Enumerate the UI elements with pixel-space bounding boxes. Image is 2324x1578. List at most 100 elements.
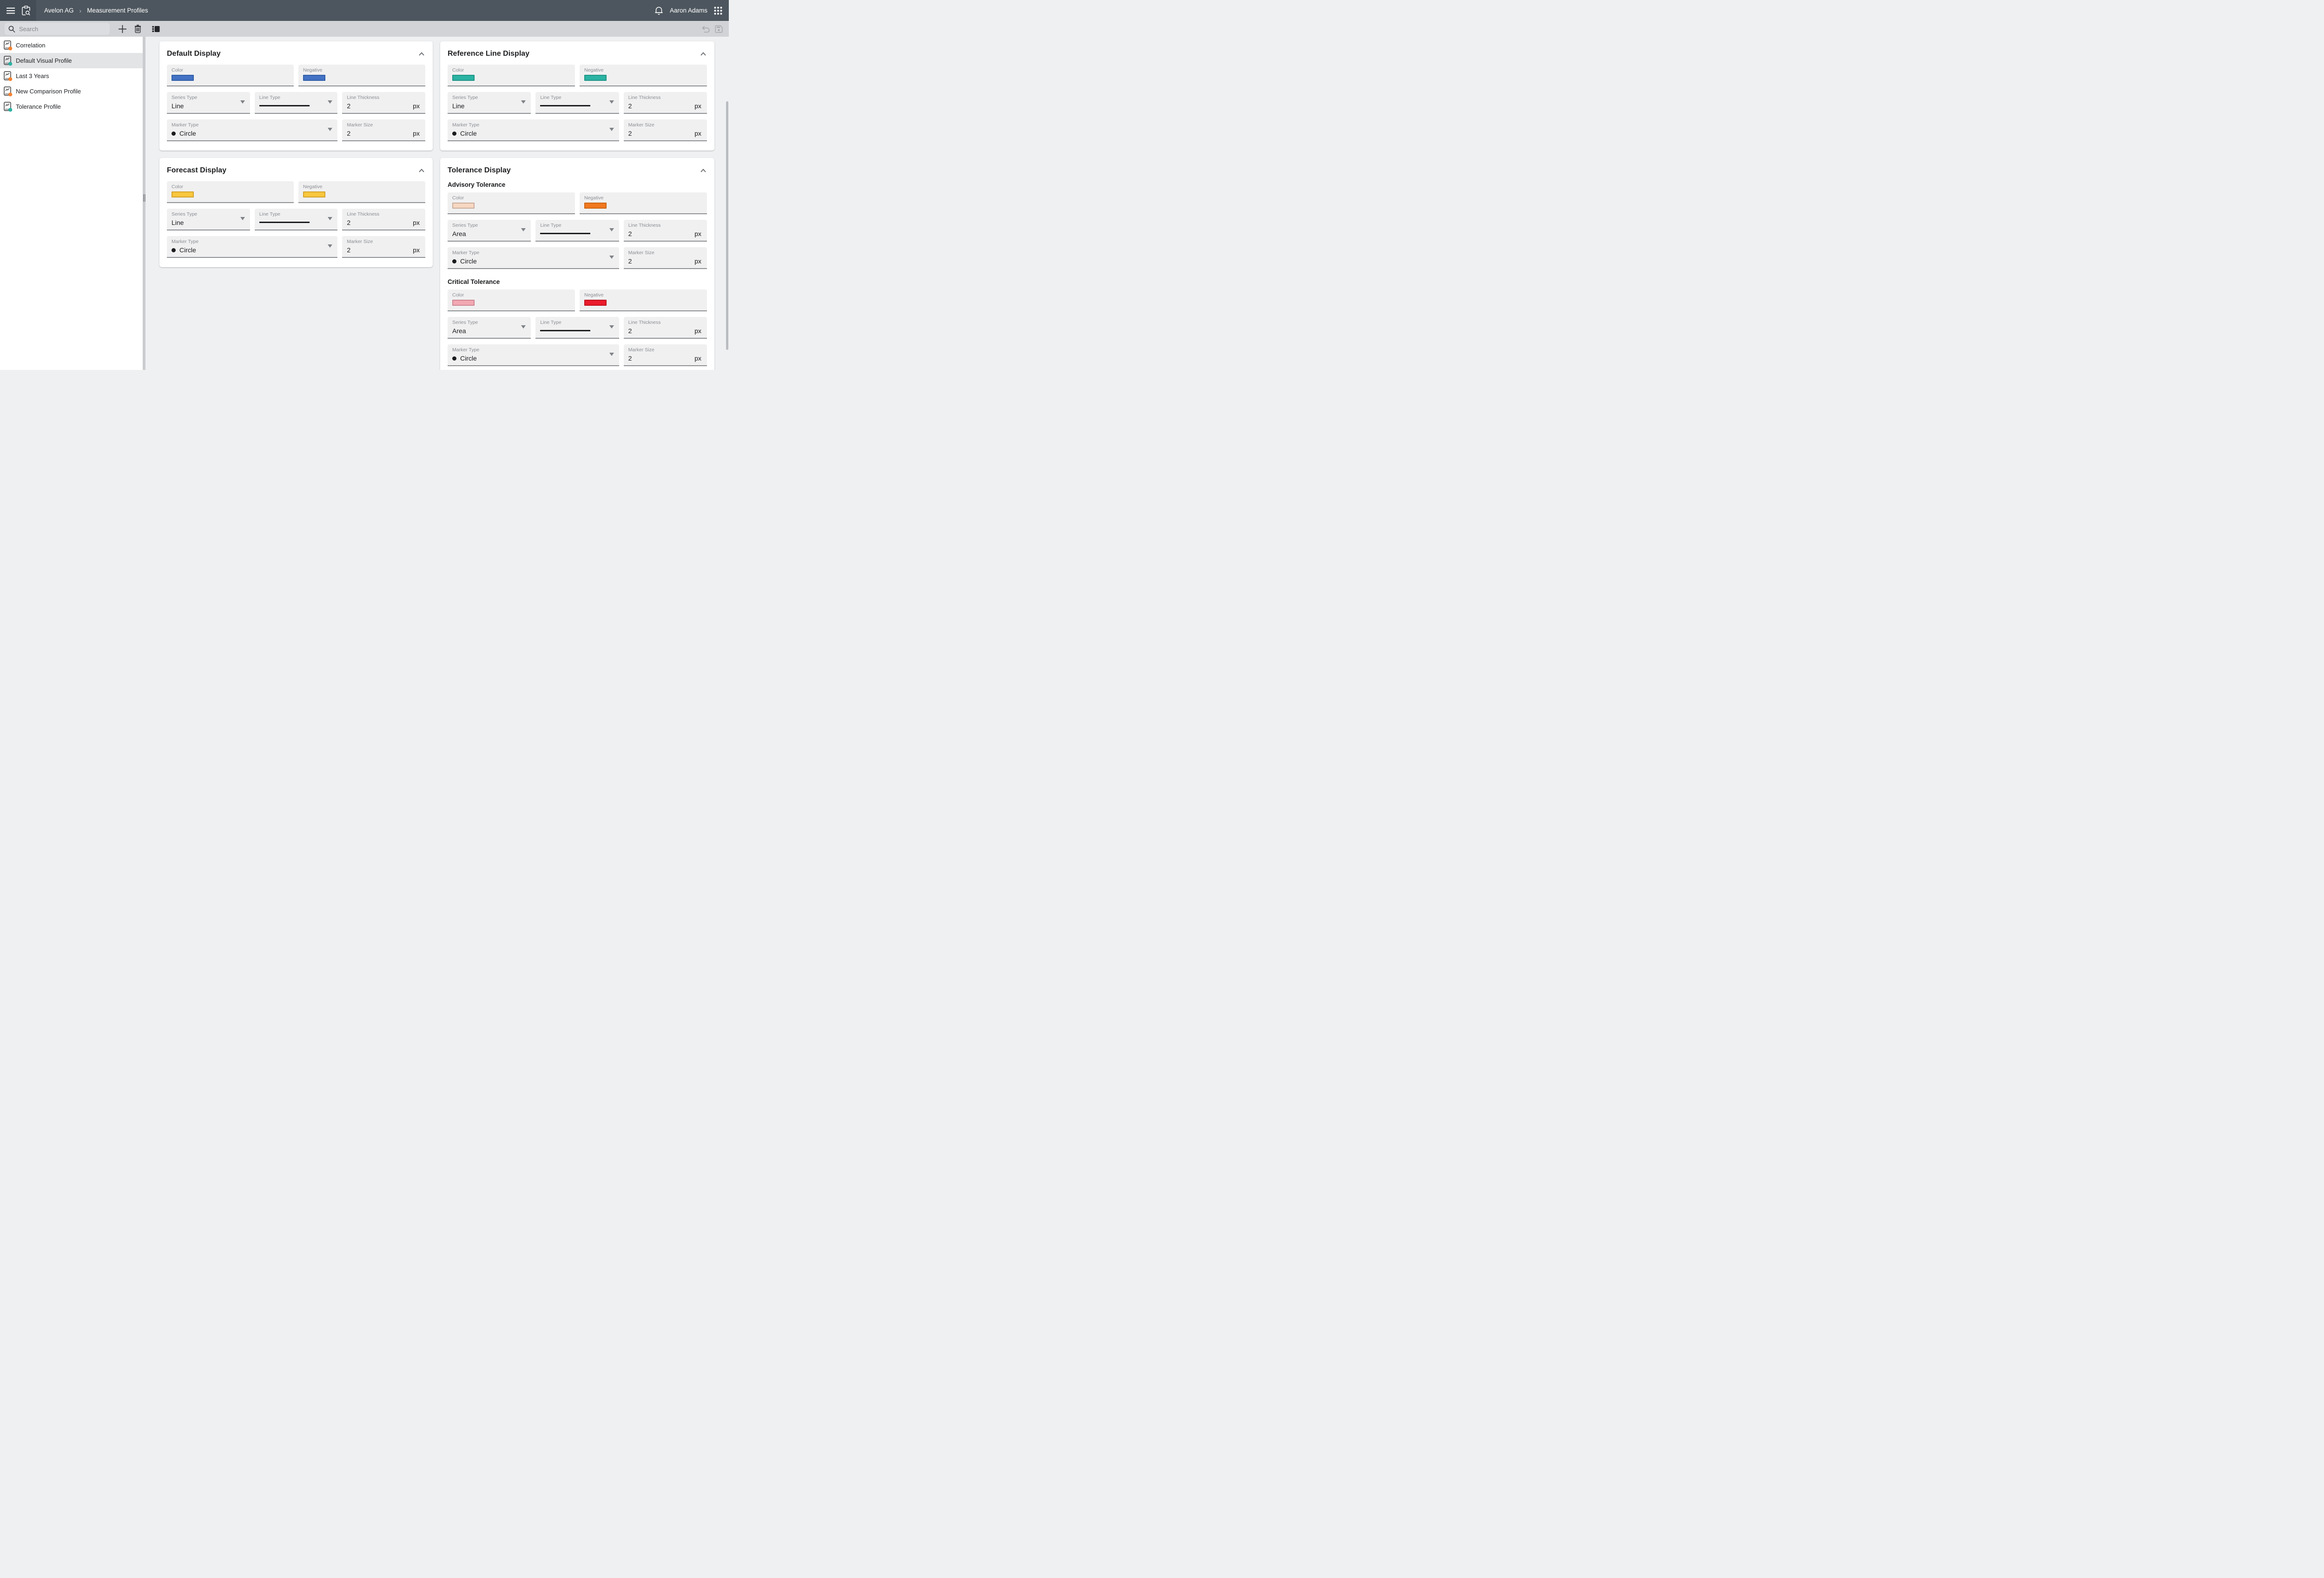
number-value: 2 xyxy=(628,130,632,137)
marker-field-marker-type[interactable]: Marker Type Circle xyxy=(448,247,619,269)
dropdown-arrow-icon xyxy=(521,325,526,329)
search-box[interactable] xyxy=(5,23,110,35)
number-field-line-thickness[interactable]: Line Thickness 2 px xyxy=(623,92,707,114)
number-value-row: 2 px xyxy=(628,355,702,362)
color-swatch[interactable] xyxy=(584,75,607,81)
color-swatch[interactable] xyxy=(584,203,607,209)
marker-field-marker-type[interactable]: Marker Type Circle xyxy=(448,119,619,141)
unit-label: px xyxy=(694,130,701,137)
collapse-card-button[interactable] xyxy=(700,168,707,173)
field-row: Color Negative xyxy=(167,181,425,203)
field-label: Marker Size xyxy=(628,122,654,128)
color-field-color[interactable]: Color xyxy=(167,65,294,86)
color-swatch[interactable] xyxy=(584,300,607,306)
collapse-card-button[interactable] xyxy=(418,51,425,57)
color-field-color[interactable]: Color xyxy=(448,192,575,214)
select-field-series-type[interactable]: Series Type Line xyxy=(448,92,531,114)
apps-grid-button[interactable] xyxy=(714,7,722,15)
panel-resize-divider[interactable] xyxy=(143,37,145,370)
color-field-negative[interactable]: Negative xyxy=(298,65,425,86)
color-swatch[interactable] xyxy=(172,75,194,81)
field-label: Line Type xyxy=(259,95,280,100)
card-header: Tolerance Display xyxy=(448,164,707,178)
field-label: Series Type xyxy=(452,320,478,325)
notifications-button[interactable] xyxy=(654,6,663,15)
save-button[interactable] xyxy=(712,22,725,35)
color-swatch[interactable] xyxy=(452,203,475,209)
profile-name: Tolerance Profile xyxy=(16,103,61,110)
profiles-sidebar: Correlation Default Visual Profile Last … xyxy=(0,37,143,370)
right-card-column: Reference Line Display Color Negative Seri… xyxy=(440,37,714,370)
marker-field-marker-type[interactable]: Marker Type Circle xyxy=(167,236,338,258)
number-field-line-thickness[interactable]: Line Thickness 2 px xyxy=(623,317,707,339)
select-field-series-type[interactable]: Series Type Line xyxy=(167,209,250,230)
number-field-line-thickness[interactable]: Line Thickness 2 px xyxy=(342,209,425,230)
dropdown-arrow-icon xyxy=(521,228,526,231)
line-field-line-type[interactable]: Line Type xyxy=(535,92,619,114)
card-title: Tolerance Display xyxy=(448,166,511,174)
toggle-detail-view-button[interactable] xyxy=(149,22,162,35)
number-field-line-thickness[interactable]: Line Thickness 2 px xyxy=(342,92,425,114)
number-value: 2 xyxy=(347,246,351,254)
plus-icon xyxy=(118,25,126,33)
select-field-series-type[interactable]: Series Type Area xyxy=(448,317,531,339)
number-field-marker-size[interactable]: Marker Size 2 px xyxy=(623,344,707,366)
color-field-color[interactable]: Color xyxy=(167,181,294,203)
sidebar-item-last-3-years[interactable]: Last 3 Years xyxy=(0,68,143,84)
sidebar-item-new-comparison-profile[interactable]: New Comparison Profile xyxy=(0,84,143,99)
color-field-negative[interactable]: Negative xyxy=(580,65,707,86)
split-view-icon xyxy=(152,26,159,32)
chevron-up-icon xyxy=(419,169,424,172)
collapse-card-button[interactable] xyxy=(418,168,425,173)
line-field-line-type[interactable]: Line Type xyxy=(535,317,619,339)
color-swatch[interactable] xyxy=(452,75,475,81)
color-swatch[interactable] xyxy=(452,300,475,306)
color-swatch[interactable] xyxy=(303,75,325,81)
color-swatch[interactable] xyxy=(172,191,194,197)
color-field-negative[interactable]: Negative xyxy=(298,181,425,203)
search-input[interactable] xyxy=(19,25,98,33)
line-field-line-type[interactable]: Line Type xyxy=(254,209,338,230)
select-value: Circle xyxy=(460,355,477,362)
number-field-marker-size[interactable]: Marker Size 2 px xyxy=(342,236,425,258)
select-field-series-type[interactable]: Series Type Line xyxy=(167,92,250,114)
sidebar-item-tolerance-profile[interactable]: Tolerance Profile xyxy=(0,99,143,114)
dropdown-arrow-icon xyxy=(609,353,614,356)
chevron-up-icon xyxy=(419,52,424,56)
color-swatch[interactable] xyxy=(303,191,325,197)
delete-profile-button[interactable] xyxy=(131,22,144,35)
number-field-marker-size[interactable]: Marker Size 2 px xyxy=(623,119,707,141)
field-row: Marker Type Circle Marker Size 2 px xyxy=(448,344,707,366)
select-value-row: Circle xyxy=(452,130,614,137)
sidebar-item-correlation[interactable]: Correlation xyxy=(0,38,143,53)
color-field-negative[interactable]: Negative xyxy=(580,192,707,214)
marker-field-marker-type[interactable]: Marker Type Circle xyxy=(167,119,338,141)
vertical-scrollbar-thumb[interactable] xyxy=(726,101,728,350)
number-field-marker-size[interactable]: Marker Size 2 px xyxy=(623,247,707,269)
select-value: Line xyxy=(172,102,184,110)
card-header: Default Display xyxy=(167,47,425,61)
color-field-color[interactable]: Color xyxy=(448,289,575,311)
number-field-marker-size[interactable]: Marker Size 2 px xyxy=(342,119,425,141)
select-field-series-type[interactable]: Series Type Area xyxy=(448,220,531,242)
number-value-row: 2 px xyxy=(628,230,702,237)
add-profile-button[interactable] xyxy=(116,22,129,35)
line-field-line-type[interactable]: Line Type xyxy=(535,220,619,242)
sidebar-item-default-visual-profile[interactable]: Default Visual Profile xyxy=(0,53,143,68)
collapse-card-button[interactable] xyxy=(700,51,707,57)
marker-circle-icon xyxy=(172,131,176,136)
line-field-line-type[interactable]: Line Type xyxy=(254,92,338,114)
breadcrumb-root[interactable]: Avelon AG xyxy=(44,7,74,14)
marker-field-marker-type[interactable]: Marker Type Circle xyxy=(448,344,619,366)
apps-grid-icon xyxy=(714,7,722,14)
undo-button[interactable] xyxy=(699,22,712,35)
color-field-negative[interactable]: Negative xyxy=(580,289,707,311)
profile-inspector-button[interactable] xyxy=(21,5,31,16)
number-field-line-thickness[interactable]: Line Thickness 2 px xyxy=(623,220,707,242)
measurement-profile-icon xyxy=(4,55,13,66)
color-field-color[interactable]: Color xyxy=(448,65,575,86)
user-name[interactable]: Aaron Adams xyxy=(669,7,707,14)
hamburger-menu-button[interactable] xyxy=(7,7,15,14)
number-value-row: 2 px xyxy=(347,219,421,226)
line-select-row xyxy=(540,327,614,331)
